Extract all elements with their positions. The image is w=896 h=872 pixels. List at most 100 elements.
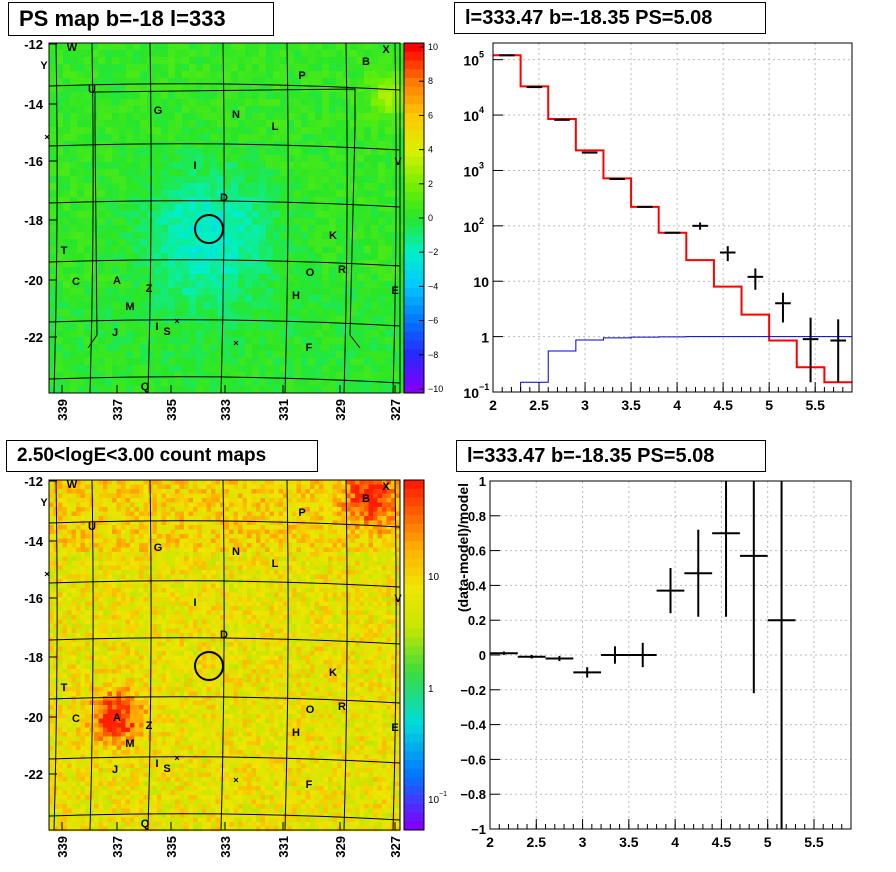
colorbar-swatch	[404, 261, 424, 271]
colorbar-swatch	[404, 384, 424, 394]
colorbar-swatch	[404, 244, 424, 254]
source-label: W	[67, 479, 78, 491]
spectrum-model-line	[493, 54, 852, 384]
colorbar-swatch	[404, 340, 424, 350]
x-tick-label: 5.5	[805, 397, 825, 413]
ps-map-title: PS map b=-18 l=333	[8, 2, 274, 36]
colorbar-tick-label: −6	[428, 316, 438, 326]
colorbar-swatch	[404, 366, 424, 376]
y-tick-label: 0	[479, 648, 486, 663]
x-tick-label: 3.5	[621, 397, 641, 413]
colorbar-swatch	[404, 104, 424, 114]
colorbar-swatch	[404, 191, 424, 201]
colorbar-swatch	[404, 698, 424, 708]
x-tick-label: 2.5	[527, 834, 547, 850]
source-label: Q	[141, 818, 150, 830]
target-circle	[194, 214, 224, 244]
colorbar-tick-label: 2	[428, 179, 433, 189]
source-label: T	[61, 682, 68, 694]
source-label: G	[154, 542, 163, 554]
colorbar-swatch	[404, 523, 424, 533]
source-label: B	[362, 56, 370, 68]
source-label: P	[298, 507, 305, 519]
ps-colorbar: 10 8 6 4 2 0 −2 −4 −6 −8 −10	[403, 42, 443, 394]
colorbar-frame	[403, 479, 425, 831]
y-tick-label: −0.6	[460, 752, 486, 767]
colorbar-swatch	[404, 506, 424, 516]
marker-cross	[44, 571, 50, 577]
spectrum-grid	[493, 43, 852, 392]
y-tick-label: 10	[463, 219, 479, 235]
colorbar-swatch	[404, 768, 424, 778]
colorbar-tick-label: −10	[428, 384, 443, 394]
source-label: U	[88, 521, 96, 533]
colorbar-swatch	[404, 576, 424, 586]
y-tick-label: −0.4	[460, 718, 486, 733]
source-label: J	[112, 327, 118, 339]
marker-cross	[174, 318, 180, 324]
y-tick-label: -12	[24, 474, 43, 489]
source-label: I	[193, 160, 196, 172]
x-tick-label: 337	[110, 399, 125, 421]
colorbar-swatch	[404, 314, 424, 324]
y-tick-label: 0.6	[468, 544, 486, 559]
colorbar-swatch	[404, 60, 424, 70]
colorbar-swatch	[404, 139, 424, 149]
colorbar-swatch	[404, 655, 424, 665]
source-label: G	[154, 105, 163, 117]
colorbar-swatch	[404, 532, 424, 542]
colorbar-swatch	[404, 541, 424, 551]
colorbar-swatch	[404, 226, 424, 236]
colorbar-swatch	[404, 375, 424, 385]
x-tick-label: 3	[581, 397, 589, 413]
colorbar-tick-label: 1	[428, 684, 434, 695]
source-label: W	[67, 42, 78, 54]
colorbar-tick-label: 0	[428, 213, 433, 223]
source-label: N	[232, 109, 240, 121]
source-label: X	[382, 44, 390, 56]
colorbar-swatch	[404, 637, 424, 647]
colorbar-tick-label: 10	[428, 42, 438, 52]
colorbar-swatch	[404, 725, 424, 735]
y-tick-label: -20	[24, 273, 43, 288]
colorbar-tick-label: 10	[428, 572, 440, 583]
source-label: S	[163, 326, 170, 338]
x-tick-label: 333	[218, 836, 233, 858]
colorbar-swatch	[404, 663, 424, 673]
y-tick-label: 10	[473, 274, 489, 290]
source-label: I	[155, 321, 158, 333]
marker-cross	[233, 777, 239, 783]
colorbar-swatch	[404, 786, 424, 796]
colorbar-swatch	[404, 821, 424, 831]
source-label: R	[338, 264, 346, 276]
colorbar-swatch	[404, 174, 424, 184]
y-tick-label: -20	[24, 710, 43, 725]
cnt-heatmap	[49, 480, 401, 832]
colorbar-swatch	[404, 86, 424, 96]
colorbar-swatch	[404, 707, 424, 717]
colorbar-swatch	[404, 558, 424, 568]
colorbar-swatch	[404, 51, 424, 61]
colorbar-swatch	[404, 733, 424, 743]
colorbar-tick-label: 6	[428, 110, 433, 120]
source-label: C	[72, 276, 80, 288]
colorbar-swatch	[404, 550, 424, 560]
y-tick-label: -16	[24, 591, 43, 606]
marker-cross	[174, 755, 180, 761]
y-tick-label: −0.8	[460, 787, 486, 802]
colorbar-tick-label: −8	[428, 350, 438, 360]
x-tick-label: 327	[388, 399, 403, 421]
y-tick-exponent: 4	[479, 105, 484, 115]
source-label: D	[220, 192, 228, 204]
colorbar-swatch	[404, 488, 424, 498]
source-label: H	[292, 727, 300, 739]
source-label: K	[329, 667, 337, 679]
y-tick-label: 10	[463, 163, 479, 179]
x-tick-label: 337	[110, 836, 125, 858]
y-tick-label: -18	[24, 650, 43, 665]
x-tick-label: 331	[276, 836, 291, 858]
y-tick-label: -14	[24, 534, 44, 549]
y-tick-label: 1	[479, 474, 486, 489]
source-label: J	[112, 764, 118, 776]
